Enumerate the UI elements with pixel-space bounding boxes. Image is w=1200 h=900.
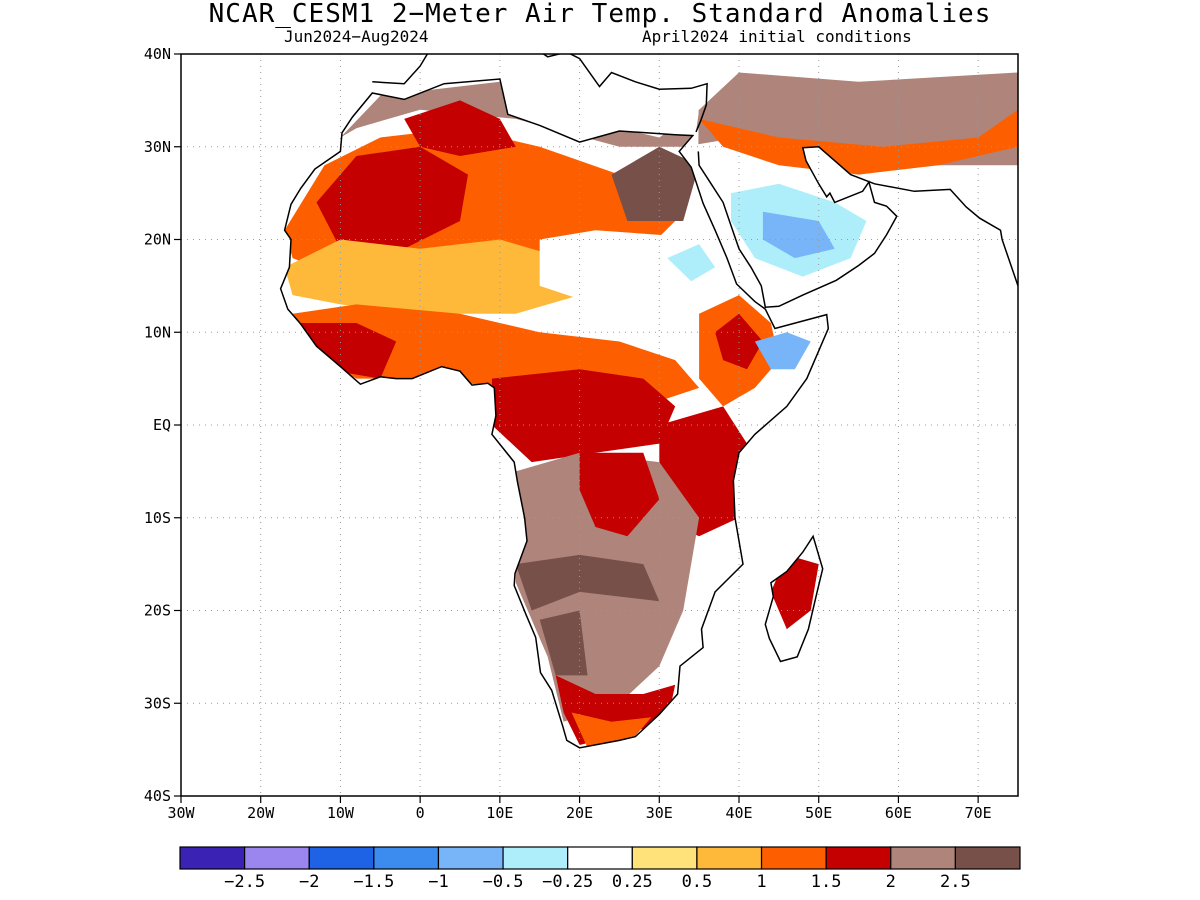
lat-tick-label: 20S [144, 602, 171, 620]
anomaly-region-arabia [762, 211, 835, 259]
gridlines [181, 54, 1018, 796]
colorbar-swatch [760, 846, 827, 870]
colorbar: −2.5 −2 −1.5 −1 −0.5 −0.25 0.25 0.5 1 1.5 2 2.5 [179, 846, 1021, 892]
colorbar-swatch [179, 846, 246, 870]
colorbar-label: 0.25 [612, 872, 653, 892]
colorbar-swatch [825, 846, 892, 870]
lon-tick-label: 30E [646, 804, 673, 822]
anomaly-region-north-africa [284, 239, 580, 314]
colorbar-swatch [567, 846, 633, 870]
lat-tick-label: 30S [144, 694, 171, 712]
map-title: NCAR_CESM1 2−Meter Air Temp. Standard An… [208, 0, 992, 29]
lon-tick-label: 10W [327, 804, 355, 822]
anomaly-region-middle-east [699, 109, 1018, 175]
anomaly-shading-layer [284, 72, 1018, 748]
lat-tick-label: 10N [144, 323, 171, 341]
lat-tick-label: EQ [153, 416, 171, 434]
anomaly-region-north-africa [404, 100, 516, 156]
lon-tick-label: 20W [247, 804, 275, 822]
anomaly-region-south-coast [571, 712, 652, 748]
coastline-madagascar [764, 534, 824, 663]
colorbar-label: −0.25 [542, 872, 593, 892]
anomaly-region-north-africa [611, 146, 700, 221]
lat-tick-label: 40N [144, 45, 171, 63]
colorbar-label: −0.5 [483, 872, 524, 892]
coastline-arabia [697, 146, 1018, 308]
colorbar-swatch [696, 846, 763, 870]
anomaly-region-north-africa [316, 146, 468, 249]
lon-tick-label: 30W [167, 804, 195, 822]
colorbar-label: 1 [756, 872, 766, 892]
colorbar-label: 0.5 [682, 872, 713, 892]
anomaly-region-southern-africa [515, 554, 660, 611]
lon-tick-label: 60E [885, 804, 912, 822]
colorbar-swatch [890, 846, 956, 870]
lat-tick-label: 40S [144, 787, 171, 805]
anomaly-region-horn-africa [715, 313, 763, 370]
lon-tick-label: 50E [805, 804, 832, 822]
lat-tick-label: 20N [144, 231, 171, 249]
initial-conditions-label: April2024 initial conditions [642, 27, 912, 46]
colorbar-label: −1 [428, 872, 448, 892]
anomaly-region-southern-africa [579, 452, 660, 537]
colorbar-label: −1.5 [353, 872, 394, 892]
colorbar-swatch [373, 846, 440, 870]
season-label: Jun2024−Aug2024 [284, 27, 429, 46]
coastlines [279, 54, 1018, 749]
anomaly-region-central-africa [491, 369, 676, 463]
anomaly-region-sahel-blue [667, 244, 716, 282]
lon-tick-label: 10E [486, 804, 513, 822]
anomaly-region-southern-africa [539, 610, 588, 676]
colorbar-label: −2.5 [224, 872, 265, 892]
colorbar-swatch [437, 846, 504, 870]
colorbar-swatch [502, 846, 569, 870]
colorbar-swatch [244, 846, 310, 870]
lat-tick-label: 10S [144, 509, 171, 527]
anomaly-region-sahel-white [539, 230, 739, 314]
lon-tick-label: 40E [725, 804, 752, 822]
coastline-mediterranean [372, 54, 708, 133]
lat-tick-label: 30N [144, 138, 171, 156]
colorbar-swatch [631, 846, 698, 870]
colorbar-swatch [954, 846, 1021, 870]
colorbar-swatch [308, 846, 375, 870]
lon-tick-label: 70E [965, 804, 992, 822]
colorbar-label: −2 [299, 872, 319, 892]
colorbar-label: 2.5 [940, 872, 971, 892]
coastline-africa [279, 78, 830, 749]
lon-tick-label: 0 [416, 804, 425, 822]
colorbar-label: 2 [886, 872, 896, 892]
lon-tick-label: 20E [566, 804, 593, 822]
colorbar-label: 1.5 [811, 872, 842, 892]
anomaly-region-horn-africa [754, 332, 811, 370]
